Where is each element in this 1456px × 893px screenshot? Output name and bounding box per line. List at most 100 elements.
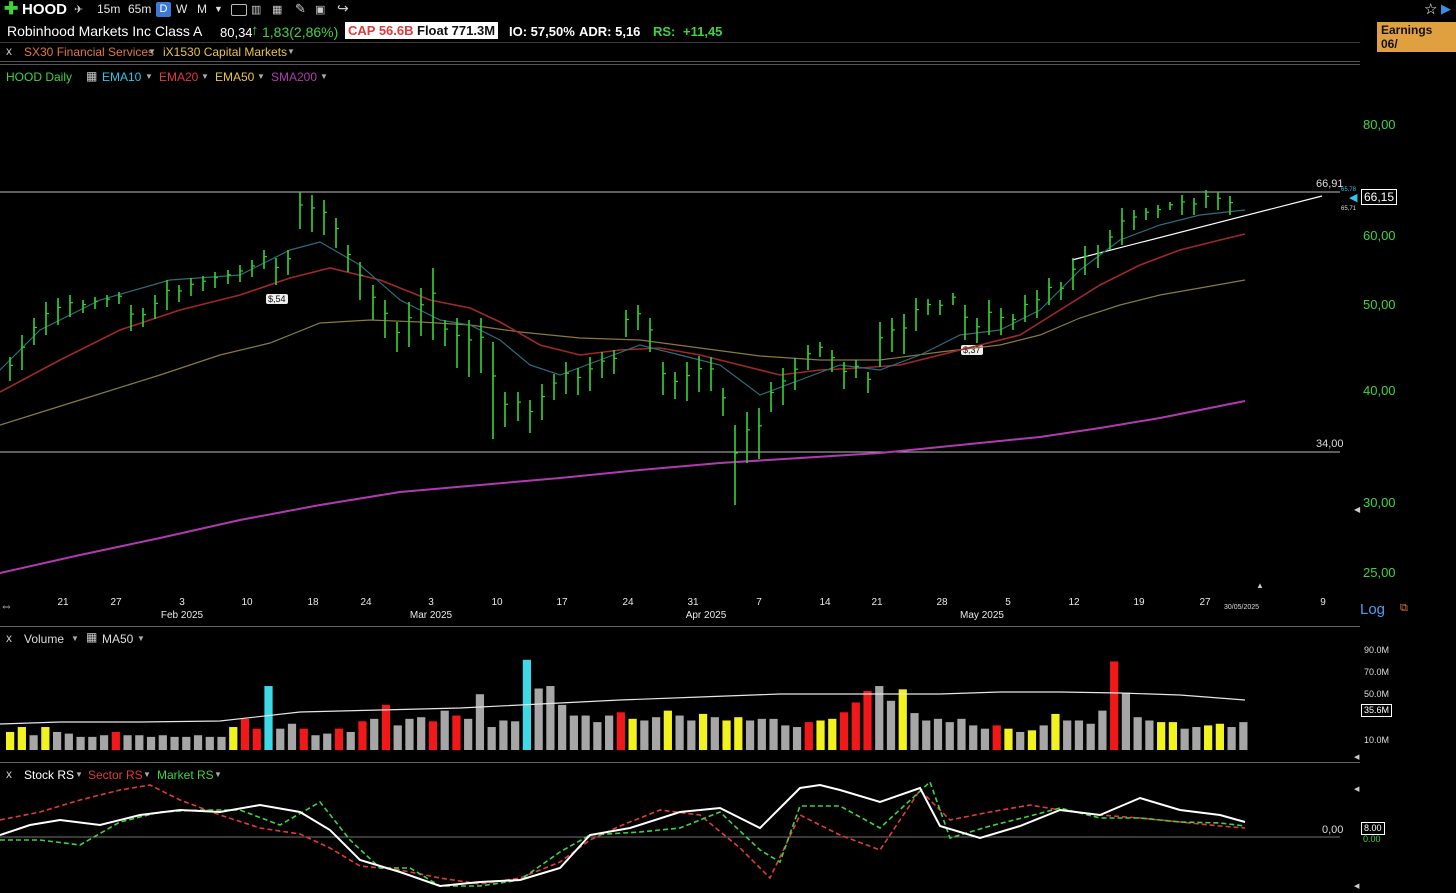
legend-sma200[interactable]: SMA200 <box>271 70 318 84</box>
month-label: Apr 2025 <box>685 610 727 621</box>
chevron-down-icon[interactable]: ▼ <box>145 72 153 81</box>
volume-ma-label[interactable]: MA50 <box>102 632 134 646</box>
grid-icon[interactable]: ▦ <box>86 69 98 83</box>
volume-bar <box>1215 723 1224 750</box>
chart-type-icon[interactable]: ▥ <box>251 4 262 16</box>
earnings-marker[interactable]: $,37 <box>961 345 983 355</box>
price-axis-label: 80,00 <box>1363 117 1396 132</box>
legend-ema20[interactable]: EMA20 <box>159 70 199 84</box>
chevron-down-icon[interactable]: ▼ <box>257 72 265 81</box>
scroll-left-icon[interactable]: ◀ <box>1354 505 1361 514</box>
volume-bar <box>135 735 144 750</box>
market-rs-line <box>0 780 1246 887</box>
rs-close-button[interactable]: x <box>6 767 12 781</box>
play-icon[interactable]: ▶ <box>1441 1 1451 16</box>
share-icon[interactable]: ↪ <box>337 0 349 16</box>
volume-bar <box>875 686 884 750</box>
chevron-down-icon[interactable]: ▼ <box>214 4 223 14</box>
scale-settings-icon[interactable]: ⧉ <box>1400 602 1408 614</box>
volume-axis-label: 10.0M <box>1364 735 1390 745</box>
chevron-down-icon[interactable]: ▼ <box>71 634 79 643</box>
legend-ema50[interactable]: EMA50 <box>215 70 255 84</box>
tv-icon[interactable] <box>231 4 247 16</box>
legend-market-rs[interactable]: Market RS <box>157 768 214 782</box>
interval-weekly[interactable]: W <box>176 2 188 16</box>
volume-bar <box>499 720 508 750</box>
broadcast-icon[interactable]: ✈ <box>74 4 84 16</box>
pencil-icon[interactable]: ✎ <box>295 1 306 16</box>
interval-monthly[interactable]: M <box>197 2 207 16</box>
up-arrow-icon: ↑ <box>251 22 259 39</box>
ema50-line <box>0 279 1246 426</box>
symbol-label[interactable]: HOOD <box>22 1 67 18</box>
chevron-down-icon[interactable]: ▼ <box>143 770 151 779</box>
scroll-left-icon[interactable]: ◀ <box>1354 754 1360 761</box>
sector-close-button[interactable]: x <box>6 44 12 58</box>
earnings-badge[interactable]: Earnings 06/ <box>1377 22 1456 52</box>
date-tick: 31 <box>687 597 699 608</box>
last-volume-tag: 35.6M <box>1361 704 1393 717</box>
legend-ema10[interactable]: EMA10 <box>102 70 142 84</box>
volume-bar <box>76 736 85 750</box>
volume-bar <box>792 727 802 750</box>
add-symbol-icon[interactable]: ✚ <box>4 0 19 18</box>
chevron-down-icon[interactable]: ▼ <box>214 770 222 779</box>
legend-stock-rs[interactable]: Stock RS <box>24 768 75 782</box>
grid-icon[interactable]: ▦ <box>86 630 98 644</box>
volume-title[interactable]: Volume <box>24 632 65 646</box>
volume-close-button[interactable]: x <box>6 631 12 645</box>
date-tick: 28 <box>936 597 948 608</box>
volume-bar <box>851 702 860 750</box>
interval-15m[interactable]: 15m <box>97 2 121 16</box>
interval-daily[interactable]: D <box>156 2 171 17</box>
date-tick: 17 <box>556 597 568 608</box>
date-tick: 9 <box>1320 597 1326 608</box>
last-price-arrow-icon: ◀ <box>1349 192 1358 204</box>
sector-label[interactable]: SX30 Financial Services <box>24 45 155 59</box>
volume-bar <box>863 690 872 750</box>
calculator-icon[interactable]: ▦ <box>272 4 283 16</box>
date-tick: 21 <box>57 597 69 608</box>
volume-bar <box>593 722 602 750</box>
legend-hood-daily[interactable]: HOOD Daily <box>6 70 73 84</box>
volume-bar <box>370 718 379 750</box>
legend-sector-rs[interactable]: Sector RS <box>88 768 143 782</box>
volume-bar <box>393 725 402 750</box>
chevron-down-icon[interactable]: ▼ <box>75 770 83 779</box>
volume-bar <box>193 735 203 750</box>
symbol-info-row: Robinhood Markets Inc Class A 80,34 ↑ 1,… <box>0 20 1456 52</box>
rs-label: RS: <box>653 24 676 39</box>
image-icon[interactable]: ▣ <box>315 4 326 16</box>
volume-bar <box>240 718 250 750</box>
volume-bar <box>334 728 344 750</box>
star-icon[interactable]: ☆ <box>1424 1 1438 18</box>
date-tick: 5 <box>1005 597 1011 608</box>
volume-bar <box>252 728 261 750</box>
volume-bar <box>146 736 156 750</box>
scroll-left-icon[interactable]: ◀ <box>1354 786 1360 793</box>
divider <box>0 64 1360 65</box>
earnings-marker[interactable]: $,54 <box>266 294 288 304</box>
chevron-down-icon[interactable]: ▼ <box>148 47 156 56</box>
fit-icon[interactable]: ⇔ <box>0 598 13 613</box>
stock-rs-line <box>0 783 1246 888</box>
last-price: 80,34 <box>220 25 253 40</box>
scroll-left-icon[interactable]: ◀ <box>1354 883 1360 890</box>
volume-bar <box>698 713 708 750</box>
log-scale-button[interactable]: Log <box>1360 601 1386 618</box>
interval-65m[interactable]: 65m <box>128 2 152 16</box>
divider <box>0 626 1360 627</box>
volume-bar <box>651 717 661 750</box>
chevron-down-icon[interactable]: ▼ <box>201 72 209 81</box>
io-value: IO: 57,50% <box>509 24 575 39</box>
chevron-down-icon[interactable]: ▼ <box>287 47 295 56</box>
chevron-down-icon[interactable]: ▼ <box>137 634 145 643</box>
chevron-down-icon[interactable]: ▼ <box>320 72 328 81</box>
volume-bar <box>29 735 38 750</box>
volume-bar <box>569 715 578 750</box>
scale-up-icon[interactable]: ▲ <box>1256 581 1264 590</box>
industry-label[interactable]: iX1530 Capital Markets <box>163 45 288 59</box>
date-tick: 3 <box>428 597 434 608</box>
volume-bar <box>182 736 191 750</box>
